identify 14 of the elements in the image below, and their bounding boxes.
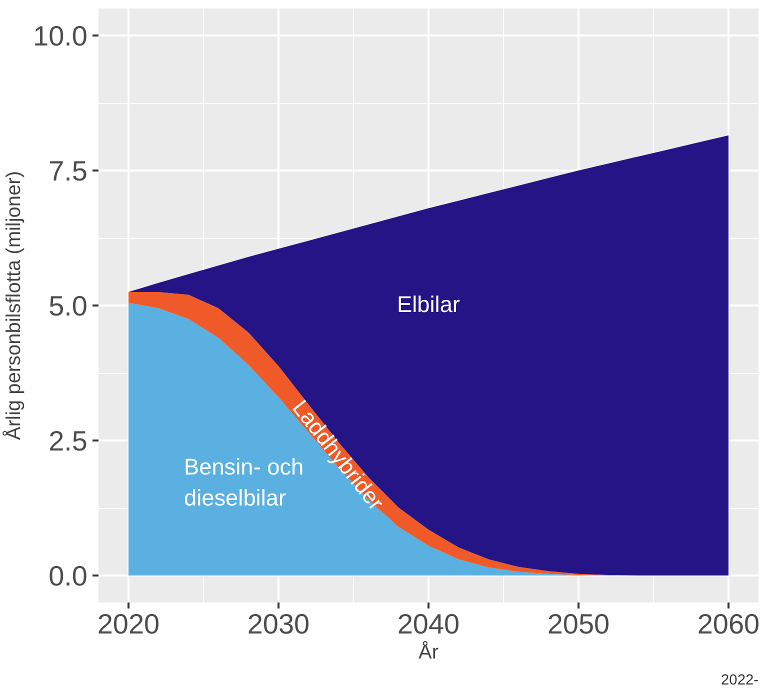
text: 2022- (721, 672, 759, 688)
x-tick-label: 2030 (247, 608, 310, 640)
x-tick-label: 2060 (697, 608, 760, 640)
y-tick-label: 2.5 (48, 426, 88, 456)
y-axis-title: Årlig personbilsflotta (miljoner) (2, 171, 26, 440)
y-tick-label: 7.5 (48, 156, 88, 186)
x-tick-label: 2050 (547, 608, 610, 640)
y-tick-label: 5.0 (48, 290, 88, 322)
x-tick-label: 2020 (97, 608, 160, 640)
y-tick-label: 0.0 (48, 560, 88, 592)
x-axis-title: År (418, 640, 439, 664)
x-tick-label: 2040 (397, 608, 460, 640)
series-label: Elbilar (397, 291, 460, 318)
y-tick-label: 10.0 (33, 20, 88, 52)
